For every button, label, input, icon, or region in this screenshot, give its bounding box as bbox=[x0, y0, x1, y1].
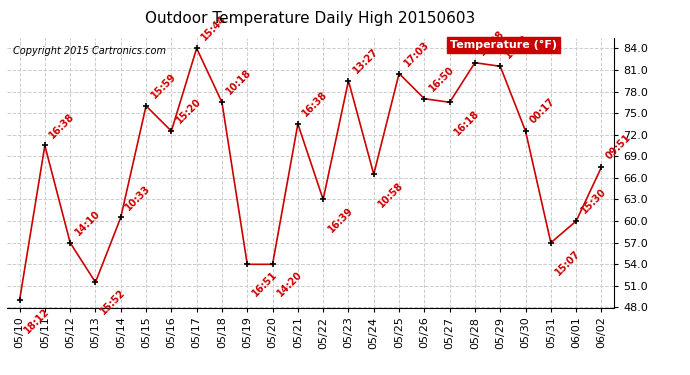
Text: 15:44: 15:44 bbox=[199, 14, 228, 43]
Text: 15:20: 15:20 bbox=[174, 96, 203, 126]
Text: 10:33: 10:33 bbox=[124, 183, 152, 212]
Text: 10:18: 10:18 bbox=[225, 68, 254, 97]
Text: Outdoor Temperature Daily High 20150603: Outdoor Temperature Daily High 20150603 bbox=[146, 11, 475, 26]
Text: 17:03: 17:03 bbox=[402, 39, 431, 68]
Text: Temperature (°F): Temperature (°F) bbox=[450, 40, 557, 50]
Text: 13:27: 13:27 bbox=[351, 46, 380, 75]
Text: 09:51: 09:51 bbox=[604, 132, 633, 162]
Text: 10:??: 10:?? bbox=[503, 33, 531, 61]
Text: 16:18: 16:18 bbox=[453, 108, 482, 137]
Text: Copyright 2015 Cartronics.com: Copyright 2015 Cartronics.com bbox=[13, 46, 166, 56]
Text: 00:17: 00:17 bbox=[529, 96, 558, 126]
Text: 15:52: 15:52 bbox=[98, 288, 127, 317]
Text: 16:39: 16:39 bbox=[326, 205, 355, 234]
Text: 15:30: 15:30 bbox=[579, 186, 608, 216]
Text: 16:38: 16:38 bbox=[48, 111, 77, 140]
Text: 10:58: 10:58 bbox=[377, 180, 406, 209]
Text: 11:28: 11:28 bbox=[477, 28, 507, 57]
Text: 18:12: 18:12 bbox=[22, 306, 52, 335]
Text: 15:59: 15:59 bbox=[149, 71, 178, 100]
Text: 16:50: 16:50 bbox=[427, 64, 456, 93]
Text: 15:07: 15:07 bbox=[553, 248, 582, 277]
Text: 16:38: 16:38 bbox=[301, 89, 330, 118]
Text: 14:10: 14:10 bbox=[73, 208, 102, 237]
Text: 14:20: 14:20 bbox=[275, 270, 304, 299]
Text: 16:51: 16:51 bbox=[250, 270, 279, 299]
